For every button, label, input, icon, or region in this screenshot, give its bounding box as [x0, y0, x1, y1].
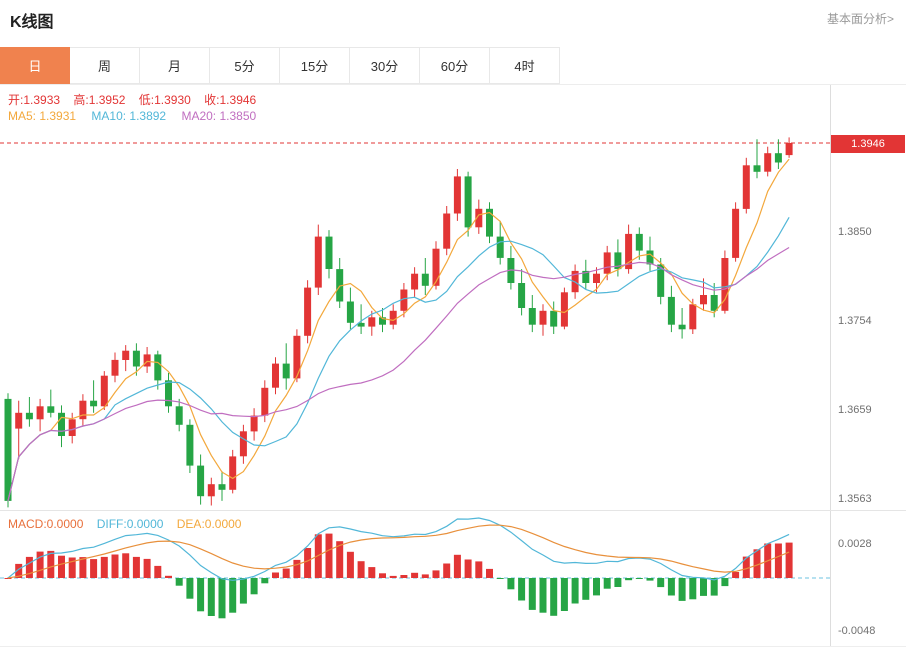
axis-tick: 1.3563	[838, 493, 872, 505]
tab-60min[interactable]: 60分	[420, 47, 490, 84]
ohlc-low: 低:1.3930	[138, 93, 191, 107]
page-title: K线图	[10, 14, 54, 31]
tab-5min[interactable]: 5分	[210, 47, 280, 84]
ohlc-open: 开:1.3933	[8, 93, 61, 107]
ma20-value: MA20: 1.3850	[181, 109, 257, 123]
macd-chart[interactable]	[0, 511, 830, 647]
axis-tick: 1.3850	[838, 226, 872, 238]
diff-value: DIFF:0.0000	[96, 517, 164, 531]
ma10-value: MA10: 1.3892	[91, 109, 167, 123]
macd-axis-tick: -0.0048	[838, 625, 876, 637]
period-tabs: 日 周 月 5分 15分 30分 60分 4时	[0, 47, 906, 85]
tab-15min[interactable]: 15分	[280, 47, 350, 84]
tab-week[interactable]: 周	[70, 47, 140, 84]
ohlc-close: 收:1.3946	[204, 93, 257, 107]
macd-info: MACD:0.0000 DIFF:0.0000 DEA:0.0000	[8, 517, 251, 531]
page-header: K线图 基本面分析>	[0, 0, 906, 47]
axis-tick: 1.3659	[838, 404, 872, 416]
tab-day[interactable]: 日	[0, 47, 70, 84]
axis-divider	[830, 85, 831, 647]
candlestick-chart[interactable]	[0, 85, 830, 510]
kline-chart-area: 开:1.3933 高:1.3952 低:1.3930 收:1.3946 MA5:…	[0, 85, 906, 647]
current-price-tag: 1.3946	[831, 135, 905, 153]
ma-info: MA5: 1.3931 MA10: 1.3892 MA20: 1.3850	[8, 109, 268, 123]
dea-value: DEA:0.0000	[176, 517, 242, 531]
axis-tick: 1.3754	[838, 315, 872, 327]
ohlc-high: 高:1.3952	[73, 93, 126, 107]
panel-divider	[0, 510, 906, 511]
tab-4hour[interactable]: 4时	[490, 47, 560, 84]
macd-axis-tick: 0.0028	[838, 538, 872, 550]
fundamental-analysis-link[interactable]: 基本面分析>	[826, 12, 894, 26]
macd-value: MACD:0.0000	[8, 517, 84, 531]
price-axis: 1.3946 1.3850 1.3754 1.3659 1.3563 0.002…	[831, 85, 906, 647]
tab-month[interactable]: 月	[140, 47, 210, 84]
ohlc-info: 开:1.3933 高:1.3952 低:1.3930 收:1.3946	[8, 91, 266, 108]
tab-30min[interactable]: 30分	[350, 47, 420, 84]
ma5-value: MA5: 1.3931	[8, 109, 77, 123]
